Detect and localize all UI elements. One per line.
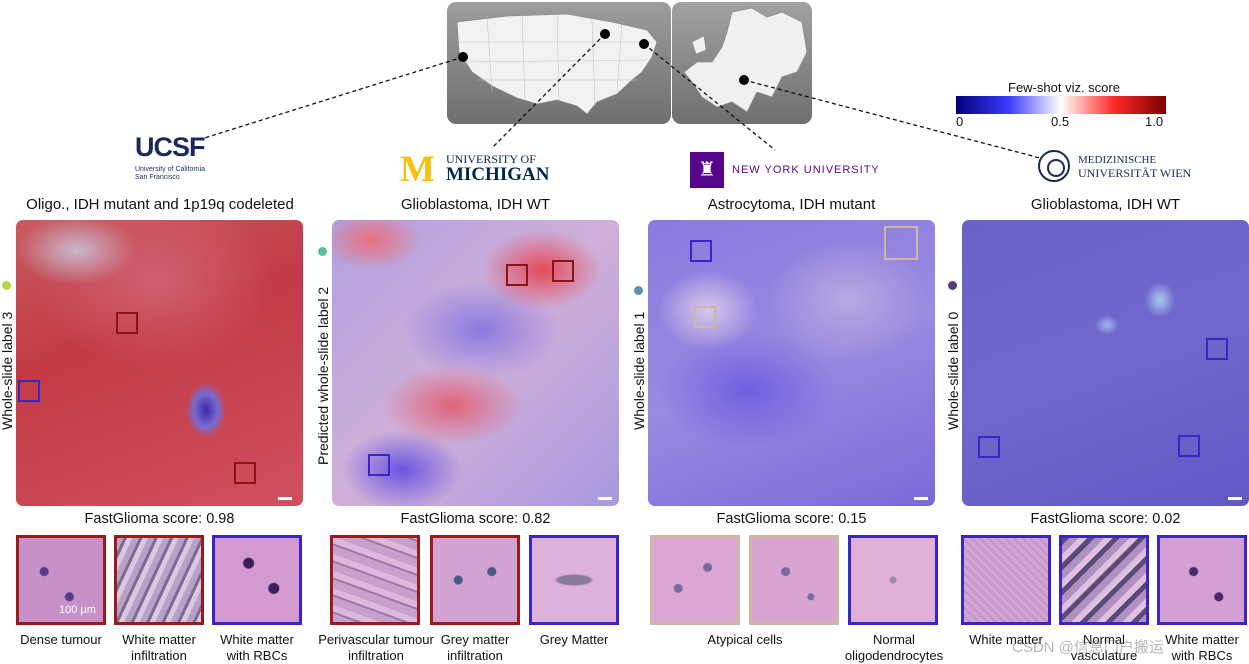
connector-michigan bbox=[491, 33, 606, 149]
connector-wien bbox=[743, 79, 1041, 159]
europe-map bbox=[672, 2, 812, 124]
panel-4-side-label: Whole-slide label 0 bbox=[945, 311, 961, 430]
thumb-4-3-label: White matter with RBCs bbox=[1165, 632, 1239, 663]
thumb-4-1-label: White matter bbox=[969, 632, 1043, 647]
thumb-2-3-label: Grey Matter bbox=[539, 632, 609, 647]
thumb-3-1-label: Atypical cells bbox=[707, 632, 783, 647]
ucsf-logo-line1: University of California bbox=[135, 166, 206, 173]
panel-2-label-dot bbox=[318, 247, 327, 256]
scale-bar bbox=[1228, 497, 1242, 500]
panel-4-heatmap bbox=[962, 220, 1249, 506]
connector-nyu bbox=[643, 43, 776, 151]
panel-2-side-label: Predicted whole-slide label 2 bbox=[315, 286, 331, 465]
thumb-2-1-label: Perivascular tumour infiltration bbox=[318, 632, 434, 663]
thumb-1-2 bbox=[114, 535, 204, 625]
roi-box bbox=[116, 312, 138, 334]
city-dot-vienna bbox=[739, 75, 749, 85]
thumb-4-1 bbox=[961, 535, 1051, 625]
thumb-4-2-label: Normal vasculature bbox=[1070, 632, 1138, 663]
roi-box bbox=[552, 260, 574, 282]
thumb-2-1 bbox=[330, 535, 420, 625]
usa-map bbox=[447, 2, 671, 124]
thumb-3-3-label: Normal oligodendrocytes bbox=[844, 632, 944, 663]
michigan-line2: MICHIGAN bbox=[446, 164, 550, 185]
ucsf-logo-mark: UCSF bbox=[135, 132, 205, 162]
thumb-2-2-label: Grey matter infiltration bbox=[440, 632, 510, 663]
ucsf-logo: UCSF University of California San Franci… bbox=[135, 132, 225, 187]
panel-4-title: Glioblastoma, IDH WT bbox=[1030, 196, 1181, 213]
roi-box bbox=[690, 240, 712, 262]
thumb-4-2 bbox=[1059, 535, 1149, 625]
colorbar-title: Few-shot viz. score bbox=[1008, 80, 1120, 95]
usa-landmass bbox=[456, 13, 658, 115]
connector-ucsf bbox=[197, 56, 464, 141]
michigan-block-m: M bbox=[400, 149, 435, 190]
thumb-2-2 bbox=[430, 535, 520, 625]
roi-box bbox=[18, 380, 40, 402]
city-dot-new-york bbox=[639, 39, 649, 49]
panel-1-title: Oligo., IDH mutant and 1p19q codeleted bbox=[26, 196, 294, 213]
wien-line1: MEDIZINISCHE bbox=[1078, 154, 1157, 166]
thumb-1-3 bbox=[212, 535, 302, 625]
connector-lines bbox=[197, 29, 1041, 159]
wien-logo: MEDIZINISCHE UNIVERSITÄT WIEN bbox=[1038, 150, 1198, 186]
roi-box bbox=[978, 436, 1000, 458]
roi-box bbox=[1206, 338, 1228, 360]
roi-box bbox=[234, 462, 256, 484]
panel-4-label-dot bbox=[948, 281, 957, 290]
city-dot-ann-arbor bbox=[600, 29, 610, 39]
colorbar-tick-mid: 0.5 bbox=[1051, 114, 1070, 129]
panel-2-score: FastGlioma score: 0.82 bbox=[400, 511, 551, 527]
colorbar bbox=[956, 96, 1166, 114]
michigan-logo: M UNIVERSITY OF MICHIGAN bbox=[400, 149, 560, 190]
scale-bar bbox=[278, 497, 292, 500]
panel-3-title: Astrocytoma, IDH mutant bbox=[707, 196, 876, 213]
thumb-scale-label: 100 μm bbox=[59, 604, 96, 616]
roi-box bbox=[506, 264, 528, 286]
panel-3-score: FastGlioma score: 0.15 bbox=[716, 511, 867, 527]
thumb-1-1-label: Dense tumour bbox=[20, 632, 102, 647]
thumb-1-1: 100 μm bbox=[16, 535, 106, 625]
thumb-3-1 bbox=[650, 535, 740, 625]
panel-1-heatmap bbox=[16, 220, 303, 506]
roi-box bbox=[368, 454, 390, 476]
thumb-1-3-label: White matter with RBCs bbox=[220, 632, 294, 663]
ucsf-logo-line2: San Francisco bbox=[135, 174, 180, 181]
thumb-1-2-label: White matter infiltration bbox=[122, 632, 196, 663]
panel-4-score: FastGlioma score: 0.02 bbox=[1030, 511, 1181, 527]
scale-bar bbox=[598, 497, 612, 500]
panel-1-side-label: Whole-slide label 3 bbox=[0, 311, 15, 430]
panel-3-label-dot bbox=[634, 286, 643, 295]
roi-box bbox=[884, 226, 918, 260]
roi-box bbox=[1178, 435, 1200, 457]
michigan-line1: UNIVERSITY OF bbox=[446, 152, 536, 166]
panel-3-side-label: Whole-slide label 1 bbox=[631, 311, 647, 430]
nyu-torch-icon: ♜ bbox=[690, 152, 724, 188]
panel-1-score: FastGlioma score: 0.98 bbox=[84, 511, 235, 527]
scale-bar bbox=[914, 497, 928, 500]
watermark: CSDN @信息门户搬运 bbox=[1012, 639, 1164, 656]
wien-line2: UNIVERSITÄT WIEN bbox=[1078, 166, 1192, 180]
city-dot-sf bbox=[458, 52, 468, 62]
panel-2-title: Glioblastoma, IDH WT bbox=[400, 196, 551, 213]
roi-box bbox=[694, 306, 716, 328]
thumb-2-3 bbox=[529, 535, 619, 625]
europe-landmass bbox=[683, 7, 808, 113]
panel-3-heatmap bbox=[648, 220, 935, 506]
colorbar-tick-0: 0 bbox=[956, 114, 964, 129]
thumb-4-3 bbox=[1157, 535, 1247, 625]
panel-2-heatmap bbox=[332, 220, 619, 506]
thumb-3-2 bbox=[749, 535, 839, 625]
nyu-name: NEW YORK UNIVERSITY bbox=[732, 164, 880, 176]
nyu-logo: ♜ NEW YORK UNIVERSITY bbox=[690, 152, 900, 188]
panel-1-label-dot bbox=[2, 281, 11, 290]
colorbar-tick-1: 1.0 bbox=[1145, 114, 1164, 129]
wien-seal-icon bbox=[1038, 150, 1070, 182]
thumb-3-3 bbox=[848, 535, 938, 625]
